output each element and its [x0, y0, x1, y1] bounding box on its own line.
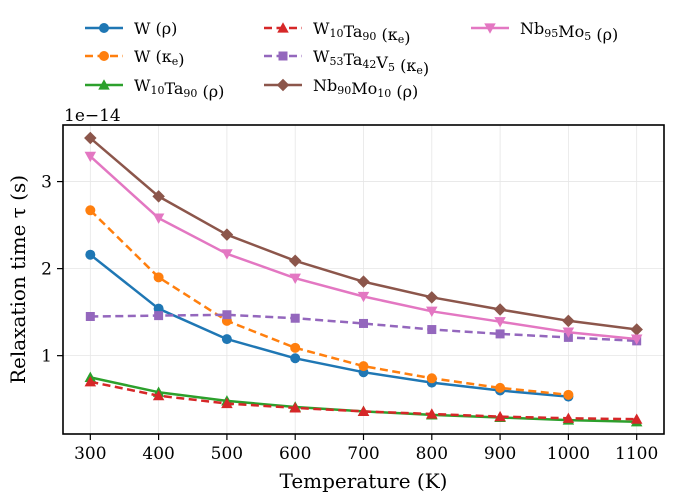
series-6	[84, 131, 643, 336]
data-point-marker	[493, 303, 507, 316]
x-tick-label: 1000	[547, 444, 590, 464]
y-tick-label: 3	[41, 173, 52, 193]
y-tick-label: 2	[41, 260, 52, 280]
series-7	[84, 151, 643, 345]
data-point-marker	[99, 51, 109, 61]
data-point-marker	[484, 23, 496, 34]
axis-ticks: 300 400 500 600 700 800 900 1000 1100 1 2 3	[41, 173, 658, 464]
data-point-marker	[562, 412, 575, 423]
data-point-marker	[153, 272, 164, 283]
data-point-marker	[221, 334, 232, 345]
series-line	[89, 253, 569, 398]
data-point-marker	[359, 318, 368, 328]
x-tick-label: 600	[279, 444, 311, 464]
x-axis-label: Temperature (K)	[280, 469, 448, 493]
legend-entry: W10Ta90 (ρ)	[85, 76, 224, 101]
data-point-marker	[630, 413, 643, 424]
y-tick-label: 1	[41, 347, 52, 367]
data-point-marker	[99, 23, 109, 33]
data-point-marker	[495, 382, 506, 393]
data-point-marker	[357, 405, 370, 416]
data-point-marker	[562, 314, 575, 328]
data-point-marker	[276, 78, 290, 92]
legend-label: Nb95Mo5 (ρ)	[520, 19, 618, 44]
data-point-marker	[427, 325, 437, 335]
data-point-marker	[495, 329, 505, 339]
data-point-marker	[562, 327, 575, 338]
x-tick-label: 900	[484, 444, 516, 464]
x-tick-label: 700	[347, 444, 379, 464]
data-point-marker	[221, 397, 233, 409]
legend-entry: W10Ta90 (κe)	[264, 19, 411, 47]
data-point-marker	[426, 408, 438, 419]
data-point-marker	[222, 310, 232, 320]
data-point-marker	[289, 402, 301, 413]
x-tick-label: 1100	[615, 444, 658, 464]
data-point-marker	[289, 273, 301, 284]
data-point-marker	[277, 22, 289, 33]
data-point-marker	[630, 334, 643, 345]
y-axis-label: Relaxation time τ (s)	[6, 175, 30, 384]
x-tick-label: 500	[211, 444, 243, 464]
x-tick-label: 800	[416, 444, 448, 464]
data-point-marker	[494, 410, 506, 422]
legend-label: W (κe)	[134, 47, 185, 69]
data-point-marker	[154, 311, 164, 321]
data-point-marker	[494, 317, 506, 328]
legend-entry: W53Ta42V5 (κe)	[264, 47, 429, 78]
data-point-marker	[84, 151, 97, 163]
data-point-marker	[152, 213, 165, 224]
data-point-marker	[357, 291, 370, 303]
series-layer	[84, 131, 643, 427]
data-point-marker	[630, 323, 643, 336]
legend-entry: W (κe)	[85, 47, 185, 69]
data-point-marker	[288, 254, 302, 268]
data-point-marker	[563, 389, 574, 400]
legend-label: W53Ta42V5 (κe)	[313, 47, 429, 78]
data-point-marker	[290, 353, 301, 364]
x-tick-label: 300	[74, 444, 106, 464]
y-offset-label: 1e−14	[64, 106, 121, 126]
data-point-marker	[84, 376, 97, 387]
data-point-marker	[84, 131, 97, 145]
legend-label: Nb90Mo10 (ρ)	[313, 76, 418, 101]
data-point-marker	[85, 311, 95, 321]
data-point-marker	[152, 190, 165, 203]
series-4	[84, 376, 643, 424]
series-line	[90, 313, 637, 343]
data-point-marker	[357, 275, 370, 288]
data-point-marker	[426, 306, 438, 318]
legend-label: W10Ta90 (ρ)	[134, 76, 224, 101]
data-point-marker	[358, 361, 369, 372]
data-point-marker	[220, 228, 234, 241]
legend-entry: Nb95Mo5 (ρ)	[471, 19, 618, 44]
x-tick-label: 400	[142, 444, 174, 464]
data-point-marker	[278, 51, 288, 61]
data-point-marker	[85, 249, 96, 260]
data-point-marker	[221, 249, 233, 260]
data-point-marker	[426, 373, 437, 384]
data-point-marker	[152, 389, 165, 401]
data-point-marker	[85, 205, 96, 216]
legend: W (ρ) W (κe) W10Ta90 (ρ) W10Ta90 (κe)W53Ta4…	[85, 19, 618, 101]
legend-entry: W (ρ)	[85, 19, 177, 38]
legend-label: W10Ta90 (κe)	[313, 19, 411, 47]
data-point-marker	[425, 291, 439, 304]
series-line	[89, 209, 569, 397]
legend-entry: Nb90Mo10 (ρ)	[264, 76, 418, 101]
data-point-marker	[98, 79, 110, 90]
legend-label: W (ρ)	[134, 19, 177, 38]
data-point-marker	[290, 313, 300, 323]
data-point-marker	[290, 342, 301, 353]
